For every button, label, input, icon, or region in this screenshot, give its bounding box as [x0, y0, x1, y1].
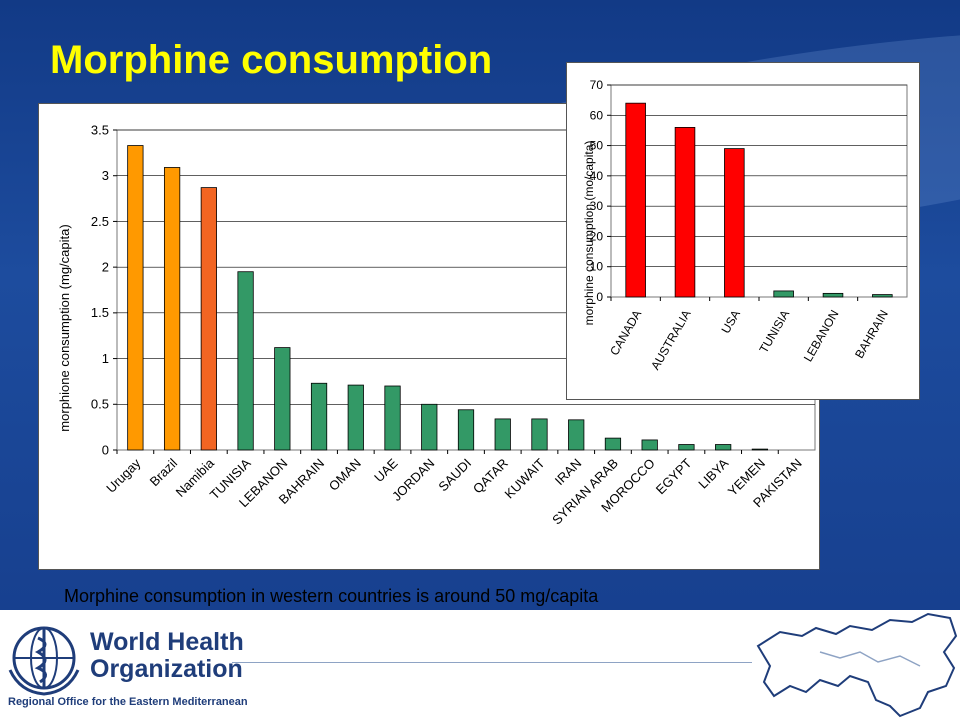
inset-y-tick-label: 50 — [590, 139, 604, 153]
main-y-tick-label: 2 — [102, 259, 109, 274]
main-y-tick-label: 3.5 — [91, 122, 109, 137]
inset-x-tick-label: TUNISIA — [756, 308, 792, 356]
inset-bar-1 — [625, 102, 646, 298]
inset-y-tick-label: 0 — [596, 290, 603, 304]
main-bar-7 — [347, 384, 364, 451]
inset-bar-5 — [822, 292, 844, 298]
main-bar-10 — [457, 409, 475, 451]
inset-bar-3 — [724, 148, 745, 298]
main-bar-4 — [237, 271, 254, 451]
main-x-tick-label: KUWAIT — [502, 455, 548, 501]
inset-bar-4 — [773, 290, 794, 298]
main-y-tick-label: 0 — [102, 442, 109, 457]
main-x-tick-label: SAUDI — [435, 456, 474, 495]
main-x-tick-label: Brazil — [147, 455, 181, 489]
main-y-tick-label: 0.5 — [91, 397, 109, 412]
org-region-line: Regional Office for the Eastern Mediterr… — [8, 696, 248, 708]
main-bar-chart: morphione consumption (mg/capita) 0 0.5 1 1… — [57, 122, 816, 527]
inset-y-tick-label: 20 — [590, 229, 604, 243]
main-bar-3 — [200, 187, 217, 451]
main-bar-9 — [421, 403, 438, 451]
main-bar-1 — [127, 145, 144, 451]
who-emblem-icon — [8, 626, 80, 696]
main-bar-2 — [163, 167, 181, 451]
inset-bar-chart: morphine consumption (mo/capita) 0 10 20 30… — [582, 78, 908, 373]
main-bar-15 — [641, 439, 658, 451]
main-chart-y-axis-label: morphione consumption (mg/capita) — [57, 224, 72, 431]
org-name-line1: World Health — [90, 628, 244, 656]
slide-title: Morphine consumption — [50, 38, 493, 82]
main-bar-18 — [751, 448, 769, 451]
main-x-tick-label: OMAN — [326, 456, 364, 494]
main-bar-8 — [384, 385, 401, 451]
main-bar-14 — [604, 437, 622, 451]
inset-plot-area — [610, 84, 908, 298]
inset-y-tick-label: 70 — [590, 78, 604, 92]
main-x-tick-label: EGYPT — [653, 455, 695, 497]
footer-divider — [232, 662, 752, 663]
inset-y-tick-label: 10 — [590, 260, 604, 274]
inset-y-tick-label: 40 — [590, 169, 604, 183]
inset-y-tick-label: 30 — [590, 199, 604, 213]
main-x-tick-label: Urugay — [103, 455, 144, 496]
main-bar-17 — [715, 444, 732, 451]
slide-caption: Morphine consumption in western countrie… — [64, 586, 599, 606]
inset-x-tick-label: AUSTRALIA — [648, 308, 693, 373]
main-y-tick-label: 2.5 — [91, 214, 109, 229]
inset-x-tick-label: LEBANON — [801, 308, 842, 365]
main-bar-6 — [310, 382, 328, 451]
main-bar-13 — [568, 419, 585, 451]
inset-x-tick-label: CANADA — [607, 308, 644, 358]
inset-y-tick-label: 60 — [590, 108, 604, 122]
inset-chart-y-axis-label: morphine consumption (mo/capita) — [582, 141, 596, 326]
region-map-icon — [756, 612, 958, 718]
inset-bar-6 — [872, 294, 893, 298]
main-y-tick-label: 3 — [102, 168, 109, 183]
main-bar-12 — [531, 418, 548, 451]
main-y-tick-label: 1 — [102, 351, 109, 366]
main-x-tick-label: IRAN — [552, 456, 585, 489]
inset-chart-panel: morphine consumption (mo/capita) 0 10 20 30… — [566, 62, 920, 400]
inset-x-tick-label: BAHRAIN — [852, 308, 891, 361]
org-name-line2: Organization — [90, 655, 243, 683]
main-bar-11 — [494, 418, 511, 451]
inset-x-tick-label: USA — [718, 308, 742, 336]
main-x-tick-label: UAE — [371, 455, 401, 485]
main-y-tick-label: 1.5 — [91, 305, 109, 320]
main-bar-5 — [274, 347, 291, 451]
main-bar-16 — [678, 444, 695, 451]
inset-bar-2 — [674, 127, 696, 298]
